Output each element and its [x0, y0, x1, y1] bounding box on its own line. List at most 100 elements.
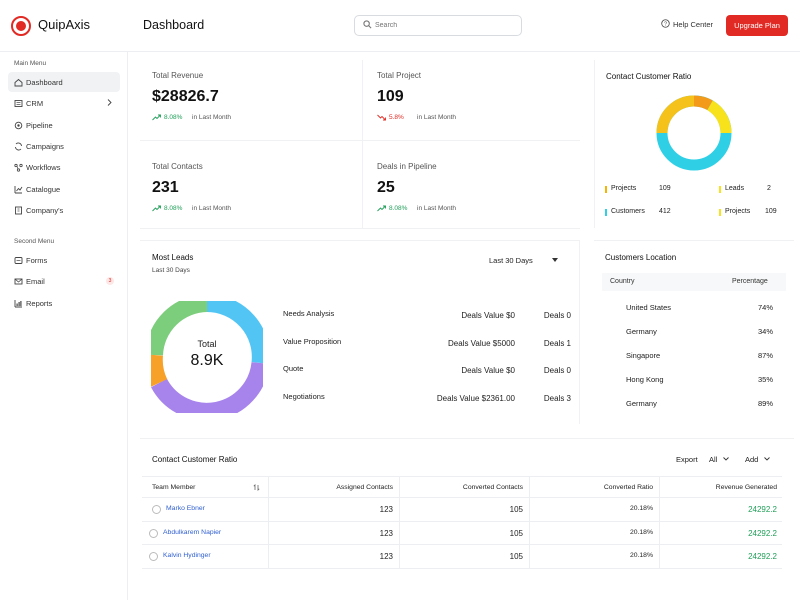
assigned-contacts: 123	[379, 505, 393, 514]
table-row[interactable]: Kalvin Hydinger 123 105 20.18% 24292.2	[142, 545, 782, 569]
sidebar-item-workflows[interactable]: Workflows	[8, 157, 120, 177]
leads-period-dropdown[interactable]: Last 30 Days	[480, 250, 564, 270]
sidebar-item-dashboard[interactable]: Dashboard	[8, 72, 120, 92]
trend-up-icon	[377, 205, 386, 214]
column-header[interactable]: Converted Contacts	[462, 484, 523, 491]
kpi-label: Total Revenue	[152, 71, 204, 80]
sidebar-item-email[interactable]: Email 3	[8, 271, 120, 291]
most-leads-title: Most Leads	[152, 253, 194, 262]
brand-logo-icon	[11, 16, 31, 36]
column-divider	[659, 498, 660, 522]
column-header[interactable]: Team Member	[152, 484, 196, 491]
hk-flag-icon	[610, 375, 621, 383]
trend-down-icon	[377, 114, 386, 123]
column-divider	[659, 521, 660, 545]
sidebar-item-label: Pipeline	[26, 120, 53, 130]
team-member-link[interactable]: Kalvin Hydinger	[163, 552, 211, 559]
top-header: QuipAxis Dashboard ? Help Center Upgrade…	[0, 0, 800, 52]
search-box[interactable]	[354, 15, 522, 36]
kpi-change-period: in Last Month	[417, 114, 457, 121]
lead-deals-count: Deals 1	[543, 338, 571, 348]
lead-stage-name: Quote	[283, 364, 304, 373]
sort-icon[interactable]	[253, 484, 260, 493]
converted-contacts: 105	[509, 552, 523, 561]
trend-up-icon	[152, 205, 161, 214]
add-dropdown[interactable]: Add	[744, 451, 776, 467]
team-member-link[interactable]: Marko Ebner	[166, 505, 205, 512]
location-row: Hong Kong 35%	[608, 369, 774, 393]
location-country: Germany	[626, 327, 657, 336]
kpi-change-period: in Last Month	[192, 205, 232, 212]
customers-location-card: Customers Location Country Percentage	[594, 240, 794, 424]
sidebar-item-campaigns[interactable]: Campaigns	[8, 136, 120, 156]
location-percentage: 74%	[758, 303, 774, 312]
workflows-icon	[14, 163, 23, 174]
lead-stage-name: Value Proposition	[283, 336, 342, 346]
trend-up-icon	[152, 114, 161, 123]
sidebar-item-label: Email	[26, 277, 45, 287]
ratio-legend-item: Leads 2	[719, 185, 789, 195]
leads-segment	[693, 95, 713, 111]
sidebar-item-label: Company's	[26, 205, 64, 215]
export-filter-dropdown[interactable]: All	[709, 451, 737, 467]
column-divider	[268, 498, 269, 522]
row-checkbox[interactable]	[152, 505, 161, 514]
column-header[interactable]: Revenue Generated	[715, 484, 777, 491]
converted-contacts: 105	[509, 505, 523, 514]
contact-ratio-donut	[656, 95, 732, 171]
chevron-down-icon	[764, 457, 770, 461]
legend-value: 109	[765, 208, 777, 215]
converted-contacts: 105	[509, 528, 523, 538]
ratio-legend-item: Projects 109	[605, 185, 675, 195]
row-checkbox[interactable]	[149, 528, 158, 538]
kpi-value: 231	[152, 179, 179, 196]
column-divider	[659, 545, 660, 569]
de-flag-icon	[610, 327, 621, 335]
kpi-change-period: in Last Month	[417, 205, 457, 212]
sidebar-item-pipeline[interactable]: Pipeline	[8, 115, 120, 135]
assigned-contacts: 123	[379, 552, 393, 561]
kpi-change-percent: 8.08%	[164, 205, 183, 212]
email-icon	[14, 277, 23, 288]
converted-ratio: 20.18%	[629, 552, 653, 559]
legend-value: 2	[767, 185, 771, 192]
kpi-change-percent: 5.8%	[389, 114, 404, 121]
legend-swatch	[719, 186, 721, 193]
lead-deals-count: Deals 3	[543, 393, 571, 403]
table-header-row: Team Member Assigned Contacts Converted Co…	[142, 476, 782, 499]
contact-ratio-title: Contact Customer Ratio	[606, 72, 692, 81]
lead-deals-count: Deals 0	[543, 366, 571, 375]
upgrade-plan-button[interactable]: Upgrade Plan	[726, 15, 788, 36]
contact-table-title: Contact Customer Ratio	[152, 455, 238, 464]
column-divider	[659, 477, 660, 499]
sidebar-item-catalogue[interactable]: Catalogue	[8, 179, 120, 199]
legend-value: 412	[659, 208, 671, 215]
legend-label: Customers	[611, 208, 645, 215]
lead-deals-value: Deals Value $2361.00	[436, 393, 515, 403]
table-row[interactable]: Marko Ebner 123 105 20.18% 24292.2	[142, 498, 782, 522]
contact-table-card: Contact Customer Ratio Export All Add	[140, 438, 794, 570]
column-header[interactable]: Converted Ratio	[603, 484, 653, 491]
projects-2-segment	[706, 100, 732, 134]
ratio-legend-item: Customers 412	[605, 208, 675, 218]
sidebar-item-company-s[interactable]: Company's	[8, 200, 120, 220]
revenue-generated: 24292.2	[748, 552, 777, 561]
team-member-link[interactable]: Abdulkarem Napier	[163, 528, 222, 536]
search-input[interactable]	[375, 18, 515, 33]
location-country: Germany	[626, 399, 657, 408]
country-column-header: Country	[610, 278, 635, 285]
table-row[interactable]: Abdulkarem Napier 123 105 20.18% 24292.2	[142, 521, 782, 545]
kpi-change: 8.08% in Last Month	[377, 205, 497, 215]
row-checkbox[interactable]	[149, 552, 158, 561]
sidebar-item-forms[interactable]: Forms	[8, 250, 120, 270]
us-flag-icon	[610, 303, 621, 311]
column-divider	[529, 545, 530, 569]
column-divider	[399, 498, 400, 522]
location-percentage: 87%	[758, 351, 774, 360]
sidebar-item-reports[interactable]: Reports	[8, 293, 120, 313]
negotiations-segment	[151, 301, 208, 356]
email-count-badge: 3	[106, 277, 114, 286]
column-header[interactable]: Assigned Contacts	[336, 484, 393, 491]
projects-segment	[656, 95, 695, 134]
sidebar-item-crm[interactable]: CRM	[8, 93, 120, 113]
